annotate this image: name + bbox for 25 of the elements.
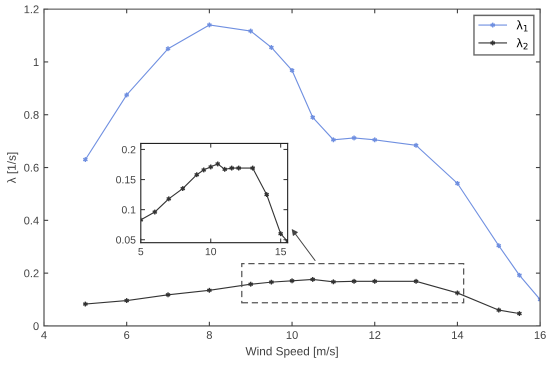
x-tick-label: 6 bbox=[124, 331, 130, 339]
x-tick-label: 5 bbox=[138, 248, 144, 256]
y-tick-label: 0.6 bbox=[24, 164, 39, 172]
y-tick-label: 0.05 bbox=[116, 236, 136, 244]
y-tick-label: 1.2 bbox=[24, 5, 39, 14]
y-tick-label: 0.1 bbox=[122, 206, 136, 214]
y-tick-label: 0 bbox=[33, 322, 39, 330]
y-tick-label: 0.2 bbox=[24, 269, 39, 278]
x-tick-label: 4 bbox=[41, 331, 47, 339]
x-tick-label: 10 bbox=[286, 331, 298, 339]
x-tick-label: 10 bbox=[206, 248, 216, 256]
x-tick-label: 16 bbox=[534, 331, 546, 339]
x-tick-label: 15 bbox=[276, 248, 286, 256]
y-tick-label: 1 bbox=[34, 58, 39, 66]
y-tick-label: 0.2 bbox=[122, 146, 136, 154]
x-tick-label: 14 bbox=[452, 331, 464, 339]
y-tick-label: 0.8 bbox=[24, 111, 39, 119]
legend-label: λ$_{2}$ bbox=[516, 38, 528, 50]
x-tick-label: 12 bbox=[369, 331, 380, 339]
legend-label: λ$_{1}$ bbox=[516, 20, 528, 32]
y-tick-label: 0.4 bbox=[24, 216, 39, 224]
y-tick-label: 0.15 bbox=[116, 176, 136, 184]
y-axis-title: λ [1/s] bbox=[7, 152, 18, 184]
x-axis-title: Wind Speed [m/s] bbox=[246, 346, 338, 358]
x-tick-label: 8 bbox=[206, 331, 212, 339]
